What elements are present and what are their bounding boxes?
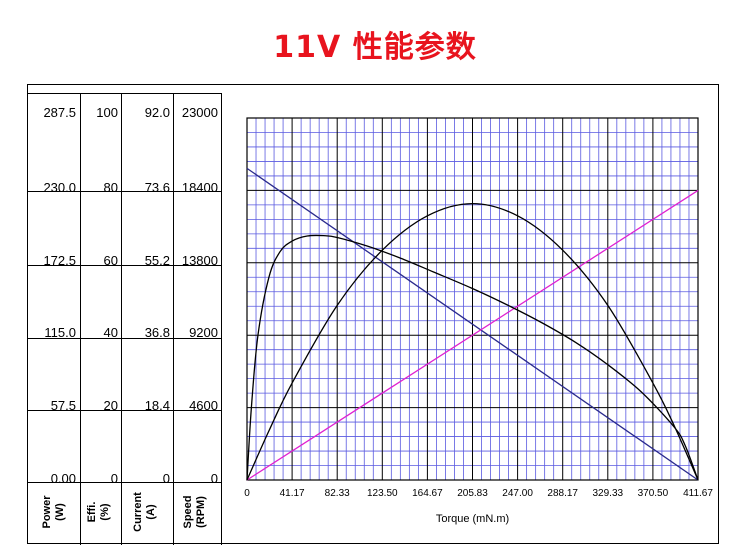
y-tick-label: 0 — [210, 471, 218, 486]
y-tick-label: 40 — [103, 325, 118, 340]
y-tick-label: 60 — [103, 253, 118, 268]
y-tick-label: 20 — [103, 398, 118, 413]
series-line-power — [246, 202, 699, 481]
plot-border — [246, 117, 699, 481]
x-tick-label: 247.00 — [502, 488, 533, 499]
x-tick-label: 82.33 — [325, 488, 350, 499]
page-title: 11V 性能参数 — [273, 30, 477, 65]
axis-row-divider — [27, 191, 222, 192]
y-tick-label: 0.00 — [50, 471, 76, 486]
y-tick-label: 36.8 — [144, 325, 170, 340]
x-axis-title: Torque (mN.m) — [436, 513, 509, 525]
x-tick-label: 329.33 — [593, 488, 624, 499]
x-tick-label: 123.50 — [367, 488, 398, 499]
y-tick-label: 55.2 — [144, 253, 170, 268]
y-tick-label: 92.0 — [144, 105, 170, 120]
x-tick-label: 41.17 — [280, 488, 305, 499]
y-tick-label: 80 — [103, 180, 118, 195]
x-tick-label: 205.83 — [457, 488, 488, 499]
y-tick-label: 18400 — [181, 180, 218, 195]
series-line-speed — [246, 167, 699, 481]
y-tick-label: 18.4 — [144, 398, 170, 413]
x-tick-label: 411.67 — [683, 488, 713, 499]
y-tick-label: 172.5 — [43, 253, 76, 268]
y-tick-label: 0 — [110, 471, 118, 486]
axis-row-divider — [27, 93, 222, 94]
axis-column-divider — [121, 93, 122, 545]
y-tick-label: 9200 — [189, 325, 218, 340]
y-tick-label: 4600 — [189, 398, 218, 413]
series-line-effi — [246, 234, 699, 481]
y-tick-label: 13800 — [181, 253, 218, 268]
axis-row-divider — [27, 338, 222, 339]
y-tick-label: 287.5 — [43, 105, 76, 120]
series-line-current — [246, 189, 699, 481]
y-tick-label: 0 — [162, 471, 170, 486]
x-tick-label: 0 — [244, 488, 250, 499]
y-tick-label: 23000 — [181, 105, 218, 120]
y-tick-label: 100 — [96, 105, 118, 120]
y-tick-label: 57.5 — [50, 398, 76, 413]
axis-row-divider — [27, 410, 222, 411]
y-tick-label: 230.0 — [43, 180, 76, 195]
x-tick-label: 370.50 — [638, 488, 669, 499]
axis-row-divider — [27, 265, 222, 266]
x-tick-label: 164.67 — [412, 488, 443, 499]
axis-column-divider — [80, 93, 81, 545]
y-tick-label: 73.6 — [144, 180, 170, 195]
axis-column-divider — [173, 93, 174, 545]
y-tick-label: 115.0 — [44, 325, 76, 340]
x-tick-label: 288.17 — [547, 488, 578, 499]
chart-frame — [27, 84, 719, 544]
axis-row-divider — [27, 482, 222, 483]
axis-column-divider — [221, 93, 222, 545]
